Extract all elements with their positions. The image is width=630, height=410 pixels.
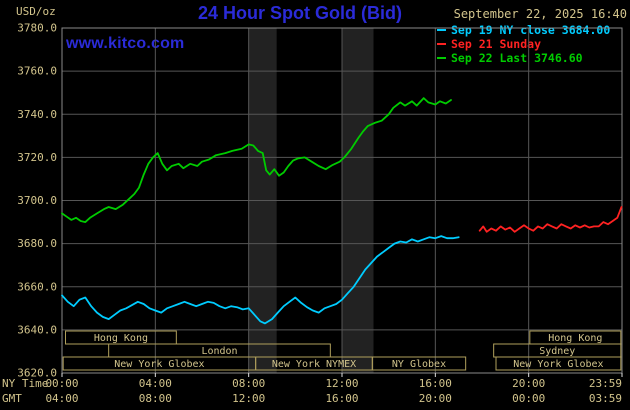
session-label: Hong Kong <box>94 333 148 344</box>
y-tick-label: 3740.0 <box>17 108 57 121</box>
x-tick-label-ny: 23:59 <box>589 377 622 390</box>
x-tick-label-ny: 20:00 <box>512 377 545 390</box>
session-label: London <box>201 346 237 357</box>
x-tick-label-ny: 16:00 <box>419 377 452 390</box>
legend-label: Sep 21 Sunday <box>451 37 542 51</box>
session-label: Sydney <box>539 346 575 357</box>
legend-swatch-red <box>437 43 446 45</box>
legend: Sep 19 NY close 3684.00 Sep 21 Sunday Se… <box>437 23 610 65</box>
series-line-sep-22-last-3746-60 <box>61 97 452 223</box>
x-tick-label-ny: 04:00 <box>139 377 172 390</box>
x-tick-label-gmt: 03:59 <box>589 392 622 405</box>
y-tick-label: 3680.0 <box>17 237 57 250</box>
y-tick-label: 3760.0 <box>17 65 57 78</box>
session-label: New York Globex <box>114 359 204 370</box>
legend-swatch-green <box>437 57 446 59</box>
legend-item-sep22: Sep 22 Last 3746.60 <box>437 51 610 65</box>
legend-swatch-cyan <box>437 29 446 31</box>
x-tick-label-gmt: 08:00 <box>139 392 172 405</box>
unit-label: USD/oz <box>16 5 56 18</box>
x-tick-label-gmt: 12:00 <box>232 392 265 405</box>
x-tick-label-ny: 08:00 <box>232 377 265 390</box>
datetime-label: September 22, 2025 16:40 <box>453 7 627 21</box>
gmt-axis-label: GMT <box>2 392 22 405</box>
kitco-link[interactable]: www.kitco.com <box>66 35 185 52</box>
x-tick-label-gmt: 16:00 <box>325 392 358 405</box>
y-tick-label: 3700.0 <box>17 194 57 207</box>
session-label: New York Globex <box>513 359 603 370</box>
x-tick-label-gmt: 00:00 <box>512 392 545 405</box>
session-box <box>495 356 622 371</box>
ny-time-axis-label: NY Time <box>2 377 49 390</box>
legend-label: Sep 22 Last 3746.60 <box>451 51 583 65</box>
y-tick-label: 3780.0 <box>17 22 57 35</box>
series-line-sep-21-sunday <box>478 206 623 233</box>
session-label: Hong Kong <box>548 333 602 344</box>
session-label: New York NYMEX <box>272 359 356 370</box>
x-tick-label-gmt: 04:00 <box>45 392 78 405</box>
series-line-sep-19-ny-close-3684-00 <box>61 235 460 325</box>
y-tick-label: 3720.0 <box>17 151 57 164</box>
y-tick-label: 3640.0 <box>17 323 57 336</box>
x-tick-label-ny: 12:00 <box>325 377 358 390</box>
y-tick-label: 3620.0 <box>17 367 57 380</box>
session-box <box>371 356 467 371</box>
session-label: NY Globex <box>392 359 446 370</box>
page-title: 24 Hour Spot Gold (Bid) <box>198 3 402 23</box>
legend-item-sep21: Sep 21 Sunday <box>437 37 610 51</box>
x-tick-label-ny: 00:00 <box>45 377 78 390</box>
x-tick-label-gmt: 20:00 <box>419 392 452 405</box>
y-tick-label: 3660.0 <box>17 280 57 293</box>
